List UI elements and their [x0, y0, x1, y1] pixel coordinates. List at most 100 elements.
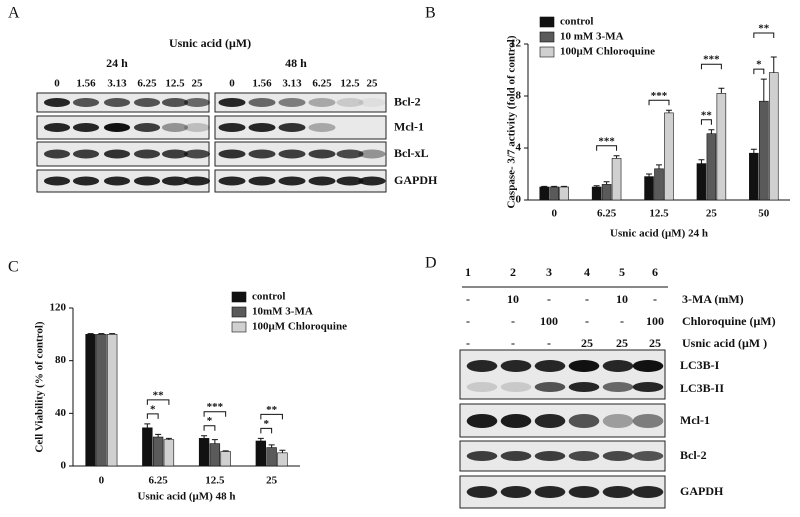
bar — [163, 439, 175, 467]
sig-label: * — [756, 59, 762, 71]
sig-bracket — [753, 32, 775, 38]
band — [534, 360, 566, 372]
panel-label: D — [425, 255, 437, 272]
bar — [142, 427, 153, 467]
band — [602, 451, 634, 461]
sig-bracket — [700, 63, 722, 70]
lane-label: 4 — [584, 265, 590, 279]
band — [632, 360, 664, 372]
error-bar — [87, 333, 94, 335]
band — [466, 382, 498, 392]
lane-label: 6 — [652, 265, 658, 279]
error-bar — [593, 185, 600, 187]
band — [602, 360, 634, 372]
sig-label: * — [150, 403, 156, 415]
sig-label: ** — [701, 109, 713, 121]
band — [72, 98, 100, 107]
panel-label: A — [8, 5, 20, 22]
error-bar — [698, 159, 705, 164]
sig-bracket — [648, 99, 670, 106]
sig-label: *** — [703, 54, 720, 66]
y-tick-label: 40 — [55, 407, 67, 419]
protein-label: Bcl-xL — [394, 146, 429, 160]
treatment-cell: 25 — [581, 336, 593, 350]
band — [568, 451, 600, 461]
treatment-cell: - — [466, 314, 470, 328]
sig-label: * — [207, 415, 213, 427]
bar — [591, 186, 602, 201]
lane-label: 2 — [510, 265, 516, 279]
x-tick-label: 12.5 — [649, 208, 669, 220]
band — [183, 149, 211, 159]
band — [336, 149, 364, 159]
band — [500, 414, 532, 428]
sig-bracket — [700, 119, 712, 125]
protein-label: Bcl-2 — [680, 448, 707, 462]
band — [218, 98, 246, 107]
band — [133, 176, 161, 186]
bar — [539, 186, 550, 201]
error-bar — [279, 449, 286, 453]
band — [308, 176, 336, 186]
x-tick-label: 50 — [758, 208, 770, 220]
band — [248, 149, 276, 159]
band — [534, 451, 566, 461]
error-bar — [144, 423, 151, 428]
bar — [220, 451, 231, 467]
bar — [152, 436, 164, 467]
band — [336, 176, 364, 186]
band — [133, 149, 161, 159]
band — [466, 414, 498, 428]
bar — [716, 93, 727, 201]
legend-swatch — [231, 306, 247, 318]
band — [308, 123, 336, 132]
dose-label: 12.5 — [165, 78, 185, 90]
bar — [549, 186, 559, 201]
band — [534, 414, 566, 428]
treatment-cell: - — [585, 314, 589, 328]
x-tick-label: 0 — [99, 475, 105, 487]
legend-label: 100μM Chloroquine — [252, 321, 347, 333]
lane-label: 3 — [546, 265, 552, 279]
sig-bracket — [596, 145, 618, 151]
band — [358, 176, 386, 186]
error-bar — [770, 56, 777, 73]
bar — [654, 168, 664, 201]
protein-label: Mcl-1 — [680, 413, 710, 427]
error-bar — [541, 185, 548, 187]
bar — [768, 72, 779, 201]
legend-swatch — [231, 291, 247, 303]
band — [534, 382, 566, 392]
sig-label: *** — [598, 135, 615, 147]
legend-swatch — [539, 46, 555, 58]
legend-swatch — [539, 31, 555, 43]
band — [103, 149, 131, 159]
bar — [749, 152, 759, 201]
x-axis-label: Usnic acid (μM) 24 h — [610, 228, 708, 240]
band — [43, 98, 71, 107]
x-tick-label: 0 — [551, 208, 557, 220]
treatment-cell: 25 — [649, 336, 661, 350]
error-bar — [646, 173, 653, 177]
legend-label: 10mM 3-MA — [252, 306, 313, 318]
bar — [96, 334, 107, 467]
bar — [277, 452, 288, 467]
treatment-cell: 100 — [646, 314, 664, 328]
bar — [706, 133, 717, 201]
sig-bracket — [260, 427, 273, 434]
error-bar — [257, 437, 264, 441]
treatment-cell: 10 — [616, 292, 628, 306]
treatment-cell: - — [653, 292, 657, 306]
error-bar — [109, 333, 116, 335]
band — [602, 414, 634, 428]
band — [568, 382, 600, 392]
band — [43, 176, 71, 186]
treatment-label: 3-MA (mM) — [682, 292, 744, 306]
bar — [696, 163, 707, 201]
band — [632, 414, 664, 428]
error-bar — [98, 333, 105, 335]
dose-label: 25 — [367, 78, 379, 90]
band — [248, 176, 276, 186]
bar — [759, 100, 769, 201]
